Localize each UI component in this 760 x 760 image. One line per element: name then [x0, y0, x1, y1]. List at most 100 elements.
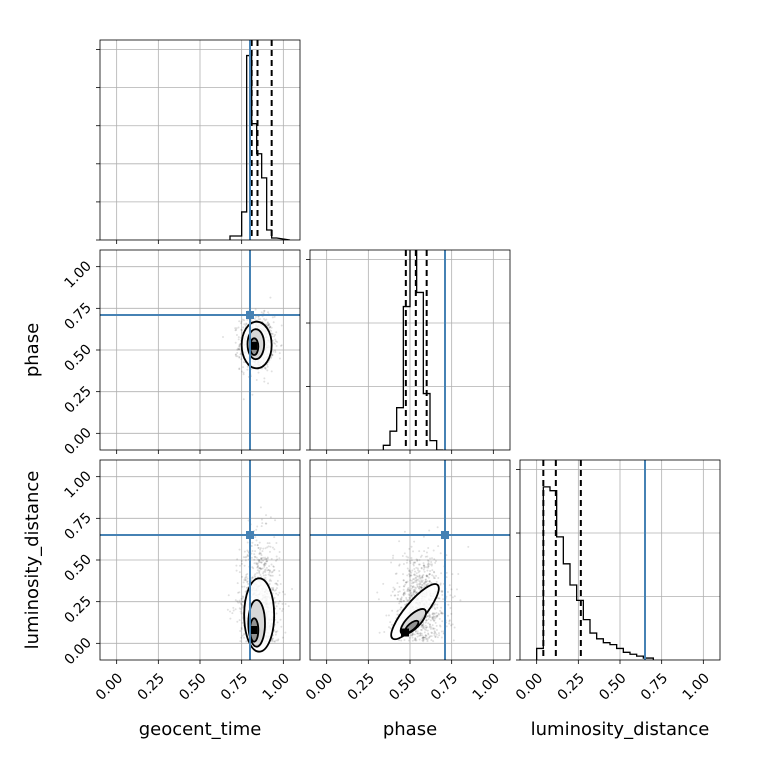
scatter-point — [269, 545, 272, 548]
scatter-point — [441, 590, 444, 593]
scatter-point — [422, 535, 425, 538]
scatter-point — [415, 558, 418, 561]
scatter-point — [259, 318, 262, 321]
mode-marker — [249, 626, 258, 634]
scatter-point — [266, 369, 269, 372]
scatter-point — [426, 640, 429, 643]
scatter-point — [279, 344, 282, 347]
scatter-point — [222, 336, 225, 339]
scatter-point — [406, 580, 409, 583]
scatter-point — [449, 607, 452, 610]
scatter-point — [409, 634, 412, 637]
scatter-point — [244, 556, 247, 559]
scatter-point — [256, 565, 259, 568]
scatter-point — [281, 636, 284, 639]
y-tick-label: 1.00 — [61, 468, 94, 501]
scatter-point — [412, 581, 415, 584]
scatter-point — [425, 619, 428, 622]
scatter-point — [418, 638, 421, 641]
scatter-point — [241, 318, 244, 321]
scatter-point — [274, 342, 277, 345]
scatter-point — [427, 560, 430, 563]
scatter-point — [262, 547, 265, 550]
scatter-point — [255, 556, 258, 559]
scatter-point — [410, 587, 413, 590]
scatter-point — [427, 612, 430, 615]
scatter-point — [273, 341, 276, 344]
scatter-point — [262, 572, 265, 575]
scatter-point — [430, 582, 433, 585]
scatter-point — [415, 586, 418, 589]
scatter-point — [272, 565, 275, 568]
scatter-point — [427, 618, 430, 621]
scatter-point — [434, 621, 437, 624]
scatter-point — [263, 309, 266, 312]
scatter-point — [236, 351, 239, 354]
scatter-point — [377, 598, 380, 601]
scatter-point — [411, 636, 414, 639]
scatter-point — [416, 583, 419, 586]
scatter-point — [424, 634, 427, 637]
scatter-point — [269, 325, 272, 328]
scatter-point — [268, 542, 271, 545]
scatter-point — [392, 586, 395, 589]
scatter-point — [282, 590, 285, 593]
scatter-point — [243, 579, 246, 582]
scatter-point — [254, 555, 257, 558]
scatter-point — [251, 550, 254, 553]
scatter-point — [263, 366, 266, 369]
x-tick-label: 1.00 — [680, 670, 713, 703]
scatter-point — [278, 607, 281, 610]
scatter-point — [262, 563, 265, 566]
scatter-point — [418, 587, 421, 590]
scatter-point — [267, 322, 270, 325]
scatter-point — [244, 576, 247, 579]
scatter-point — [266, 556, 269, 559]
scatter-point — [259, 573, 262, 576]
scatter-point — [254, 315, 257, 318]
scatter-point — [413, 638, 416, 641]
scatter-point — [448, 619, 451, 622]
scatter-point — [420, 586, 423, 589]
scatter-point — [273, 589, 276, 592]
scatter-point — [433, 632, 436, 635]
scatter-point — [447, 603, 450, 606]
scatter-point — [433, 627, 436, 630]
scatter-point — [439, 583, 442, 586]
scatter-point — [272, 565, 275, 568]
scatter-point — [416, 585, 419, 588]
scatter-point — [277, 593, 280, 596]
scatter-point — [409, 560, 412, 563]
scatter-point — [412, 590, 415, 593]
scatter-point — [430, 564, 433, 567]
scatter-point — [426, 575, 429, 578]
y-tick-label: 0.25 — [61, 593, 94, 626]
scatter-point — [423, 570, 426, 573]
scatter-point — [279, 618, 282, 621]
scatter-point — [265, 514, 268, 517]
scatter-point — [422, 582, 425, 585]
scatter-point — [267, 569, 270, 572]
scatter-point — [270, 332, 273, 335]
scatter-point — [398, 585, 401, 588]
scatter-point — [260, 561, 263, 564]
scatter-point — [410, 634, 413, 637]
scatter-point — [432, 616, 435, 619]
scatter-point — [422, 564, 425, 567]
scatter-point — [445, 625, 448, 628]
scatter-point — [270, 329, 273, 332]
x-axis-label: phase — [383, 719, 437, 740]
scatter-point — [413, 567, 416, 570]
scatter-point — [398, 540, 401, 543]
scatter-point — [431, 618, 434, 621]
scatter-point — [421, 579, 424, 582]
scatter-point — [421, 625, 424, 628]
scatter-point — [264, 576, 267, 579]
scatter-point — [231, 612, 234, 615]
scatter-point — [392, 554, 395, 557]
scatter-point — [274, 333, 277, 336]
scatter-point — [234, 329, 237, 332]
scatter-point — [406, 588, 409, 591]
scatter-point — [267, 311, 270, 314]
